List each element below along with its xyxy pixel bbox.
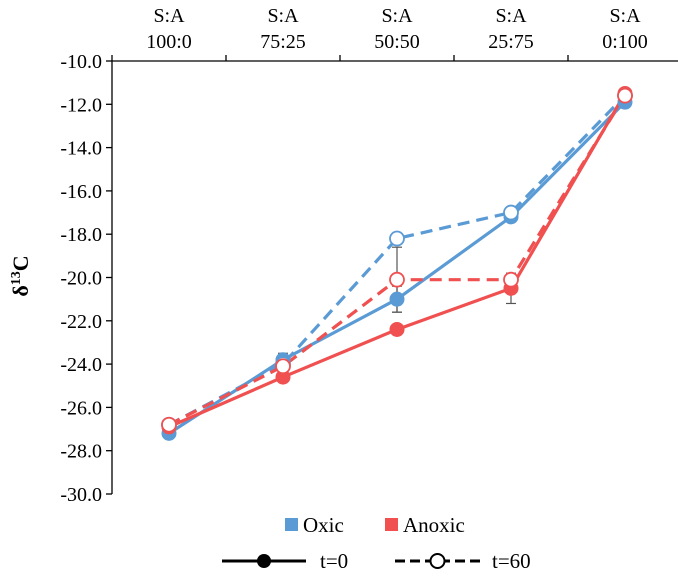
x-category-label-top: S:A [267, 5, 299, 27]
x-category-label-bottom: 0:100 [602, 31, 648, 53]
y-axis-label-main: δ [8, 285, 33, 296]
y-tick-label: -10.0 [60, 51, 102, 73]
data-point [503, 204, 519, 221]
y-axis-label-sup: 13 [9, 271, 24, 285]
series-errorbars-anoxic-t=60 [164, 92, 630, 428]
data-point [503, 271, 519, 288]
data-point [389, 271, 405, 288]
y-axis-ticks: -10.0 -12.0 -14.0 -16.0 -18.0 -20.0 -22.0 -24.0… [60, 51, 112, 506]
legend-label-anoxic: Anoxic [403, 513, 465, 537]
data-point [275, 358, 291, 375]
y-tick-label: -28.0 [60, 441, 102, 463]
x-category-label-bottom: 50:50 [374, 31, 420, 53]
y-tick-label: -14.0 [60, 138, 102, 160]
y-tick-label: -24.0 [60, 354, 102, 376]
data-point [161, 416, 177, 433]
legend-label-t0: t=0 [320, 549, 348, 573]
legend-swatch-anoxic [385, 518, 398, 531]
y-tick-label: -18.0 [60, 224, 102, 246]
data-point [389, 230, 405, 247]
y-tick-label: -20.0 [60, 268, 102, 290]
x-axis-categories: S:A 100:0 S:A 75:25 S:A 50:50 S:A 25:75 S:A 0:100 [146, 5, 648, 53]
x-category-label-top: S:A [153, 5, 185, 27]
data-point [389, 321, 405, 337]
y-axis-label: δ13C [8, 255, 33, 296]
y-axis-title: δ13C [8, 255, 33, 296]
data-point [389, 291, 405, 307]
x-category-label-top: S:A [495, 5, 527, 27]
x-category-label-top: S:A [381, 5, 413, 27]
series-markers-anoxic-t=60 [161, 87, 633, 433]
legend-swatch-oxic [285, 518, 298, 531]
x-category-label-bottom: 25:75 [488, 31, 534, 53]
y-tick-label: -22.0 [60, 311, 102, 333]
data-point [617, 87, 633, 104]
y-tick-label: -30.0 [60, 484, 102, 506]
data-series [161, 85, 633, 441]
x-category-label-top: S:A [609, 5, 641, 27]
y-tick-label: -26.0 [60, 397, 102, 419]
legend-marker-filled [257, 554, 271, 568]
y-tick-label: -16.0 [60, 181, 102, 203]
x-category-label-bottom: 100:0 [146, 31, 192, 53]
legend: Oxic Anoxic t=0 t=60 [222, 513, 531, 573]
y-axis-label-suffix: C [8, 255, 33, 271]
legend-label-oxic: Oxic [303, 513, 344, 537]
legend-label-t60: t=60 [492, 549, 531, 573]
x-category-label-bottom: 75:25 [260, 31, 306, 53]
y-tick-label: -12.0 [60, 94, 102, 116]
legend-marker-open [429, 553, 446, 569]
